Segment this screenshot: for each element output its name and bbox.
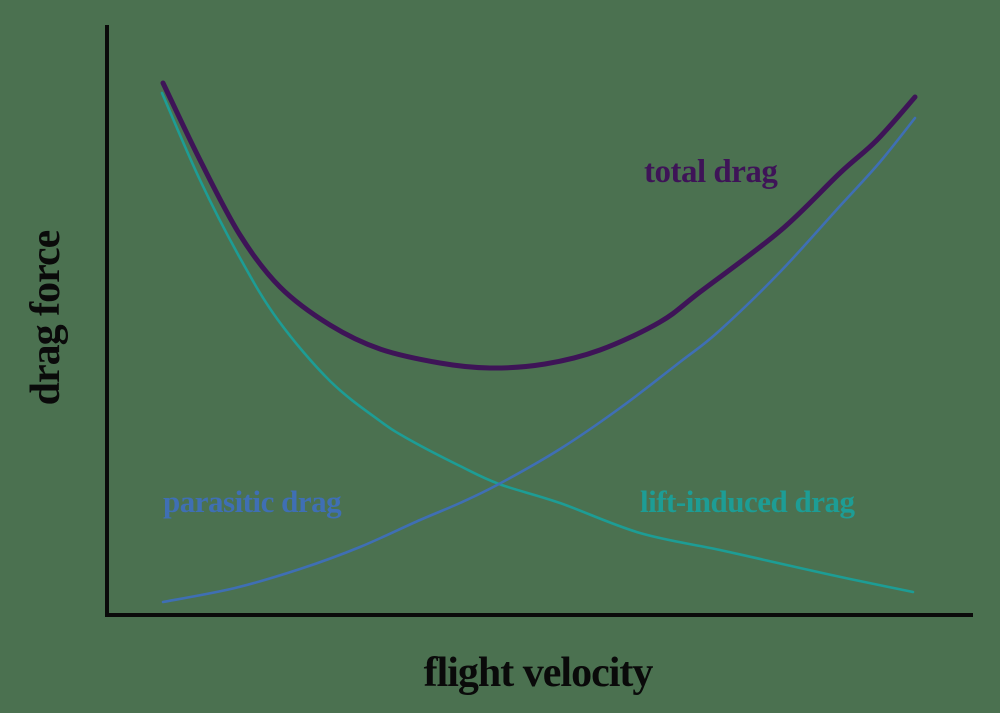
total-drag-curve: [160, 80, 918, 371]
x-axis-title: flight velocity: [423, 650, 654, 696]
lift-induced-drag-curve: [160, 91, 915, 594]
total-drag-curve-label: total drag: [644, 154, 778, 190]
y-axis-title: drag force: [23, 230, 69, 406]
parasitic-drag-curve: [161, 116, 917, 604]
lift-induced-drag-curve-label: lift-induced drag: [640, 484, 855, 519]
parasitic-drag-curve-label: parasitic drag: [163, 484, 342, 519]
